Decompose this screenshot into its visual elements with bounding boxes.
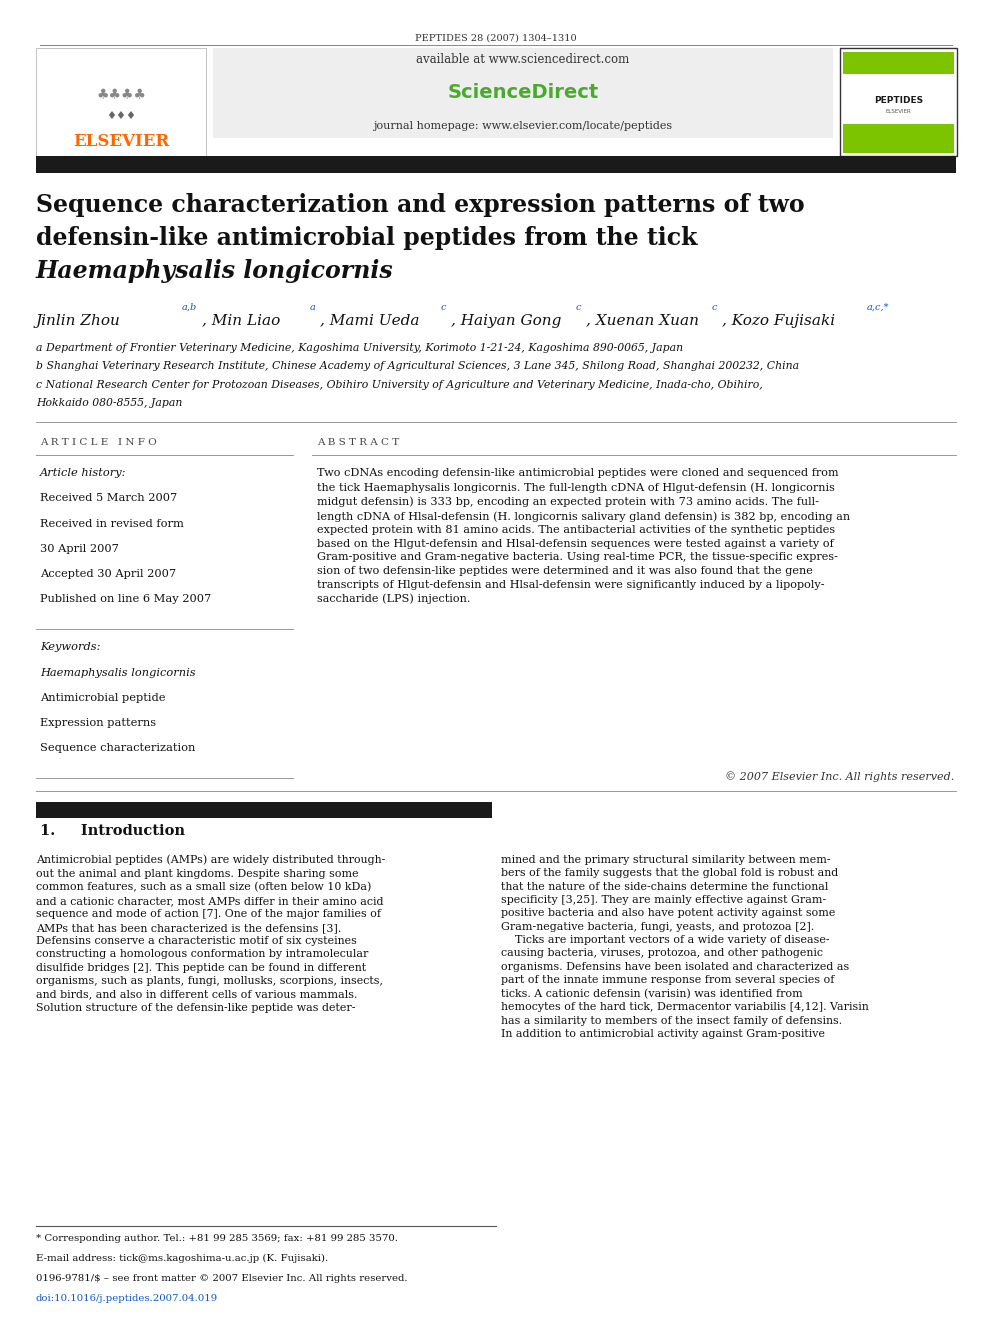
- Text: Haemaphysalis longicornis: Haemaphysalis longicornis: [40, 668, 195, 677]
- Text: Received 5 March 2007: Received 5 March 2007: [40, 493, 177, 504]
- Text: , Mami Ueda: , Mami Ueda: [320, 314, 420, 328]
- Text: Published on line 6 May 2007: Published on line 6 May 2007: [40, 594, 211, 605]
- Text: Antimicrobial peptide: Antimicrobial peptide: [40, 693, 166, 703]
- Text: 0196-9781/$ – see front matter © 2007 Elsevier Inc. All rights reserved.: 0196-9781/$ – see front matter © 2007 El…: [36, 1274, 408, 1283]
- Text: ♣♣♣♣: ♣♣♣♣: [96, 89, 146, 102]
- Text: Jinlin Zhou: Jinlin Zhou: [36, 314, 121, 328]
- Text: a,c,*: a,c,*: [867, 303, 890, 312]
- Text: journal homepage: www.elsevier.com/locate/peptides: journal homepage: www.elsevier.com/locat…: [373, 120, 673, 131]
- Text: available at www.sciencedirect.com: available at www.sciencedirect.com: [417, 53, 629, 66]
- FancyBboxPatch shape: [36, 48, 206, 161]
- Text: Hokkaido 080-8555, Japan: Hokkaido 080-8555, Japan: [36, 398, 183, 409]
- Text: Two cDNAs encoding defensin-like antimicrobial peptides were cloned and sequence: Two cDNAs encoding defensin-like antimic…: [317, 468, 850, 605]
- FancyBboxPatch shape: [843, 124, 954, 153]
- FancyBboxPatch shape: [36, 802, 492, 818]
- Text: A B S T R A C T: A B S T R A C T: [317, 438, 400, 447]
- Text: a Department of Frontier Veterinary Medicine, Kagoshima University, Korimoto 1-2: a Department of Frontier Veterinary Medi…: [36, 343, 682, 353]
- Text: 1.     Introduction: 1. Introduction: [40, 824, 185, 839]
- FancyBboxPatch shape: [36, 156, 956, 173]
- Text: c: c: [440, 303, 446, 312]
- Text: ELSEVIER: ELSEVIER: [72, 134, 170, 149]
- Text: * Corresponding author. Tel.: +81 99 285 3569; fax: +81 99 285 3570.: * Corresponding author. Tel.: +81 99 285…: [36, 1234, 398, 1244]
- FancyBboxPatch shape: [840, 48, 957, 156]
- Text: 30 April 2007: 30 April 2007: [40, 544, 119, 554]
- Text: PEPTIDES: PEPTIDES: [874, 97, 924, 105]
- Text: PEPTIDES 28 (2007) 1304–1310: PEPTIDES 28 (2007) 1304–1310: [416, 33, 576, 42]
- Text: c: c: [575, 303, 581, 312]
- Text: c: c: [711, 303, 717, 312]
- Text: Accepted 30 April 2007: Accepted 30 April 2007: [40, 569, 176, 579]
- Text: E-mail address: tick@ms.kagoshima-u.ac.jp (K. Fujisaki).: E-mail address: tick@ms.kagoshima-u.ac.j…: [36, 1254, 328, 1263]
- Text: ELSEVIER: ELSEVIER: [886, 108, 912, 114]
- Text: mined and the primary structural similarity between mem-
bers of the family sugg: mined and the primary structural similar…: [501, 855, 869, 1039]
- Text: doi:10.1016/j.peptides.2007.04.019: doi:10.1016/j.peptides.2007.04.019: [36, 1294, 218, 1303]
- Text: Received in revised form: Received in revised form: [40, 519, 184, 529]
- Text: Sequence characterization and expression patterns of two: Sequence characterization and expression…: [36, 193, 805, 217]
- Text: defensin-like antimicrobial peptides from the tick: defensin-like antimicrobial peptides fro…: [36, 226, 697, 250]
- Text: Article history:: Article history:: [40, 468, 126, 479]
- Text: Haemaphysalis longicornis: Haemaphysalis longicornis: [36, 259, 394, 283]
- FancyBboxPatch shape: [213, 48, 833, 138]
- FancyBboxPatch shape: [843, 52, 954, 74]
- Text: , Xuenan Xuan: , Xuenan Xuan: [586, 314, 699, 328]
- Text: , Haiyan Gong: , Haiyan Gong: [451, 314, 561, 328]
- Text: ScienceDirect: ScienceDirect: [447, 83, 598, 102]
- Text: ♦♦♦: ♦♦♦: [106, 111, 136, 122]
- Text: Keywords:: Keywords:: [40, 643, 100, 652]
- Text: Sequence characterization: Sequence characterization: [40, 744, 195, 753]
- Text: A R T I C L E   I N F O: A R T I C L E I N F O: [40, 438, 157, 447]
- Text: , Min Liao: , Min Liao: [202, 314, 281, 328]
- Text: b Shanghai Veterinary Research Institute, Chinese Academy of Agricultural Scienc: b Shanghai Veterinary Research Institute…: [36, 361, 799, 372]
- Text: , Kozo Fujisaki: , Kozo Fujisaki: [722, 314, 835, 328]
- Text: © 2007 Elsevier Inc. All rights reserved.: © 2007 Elsevier Inc. All rights reserved…: [725, 771, 954, 782]
- Text: a,b: a,b: [182, 303, 196, 312]
- Text: Expression patterns: Expression patterns: [40, 718, 156, 728]
- Text: c National Research Center for Protozoan Diseases, Obihiro University of Agricul: c National Research Center for Protozoan…: [36, 380, 763, 390]
- Text: Antimicrobial peptides (AMPs) are widely distributed through-
out the animal and: Antimicrobial peptides (AMPs) are widely…: [36, 855, 385, 1013]
- Text: a: a: [310, 303, 315, 312]
